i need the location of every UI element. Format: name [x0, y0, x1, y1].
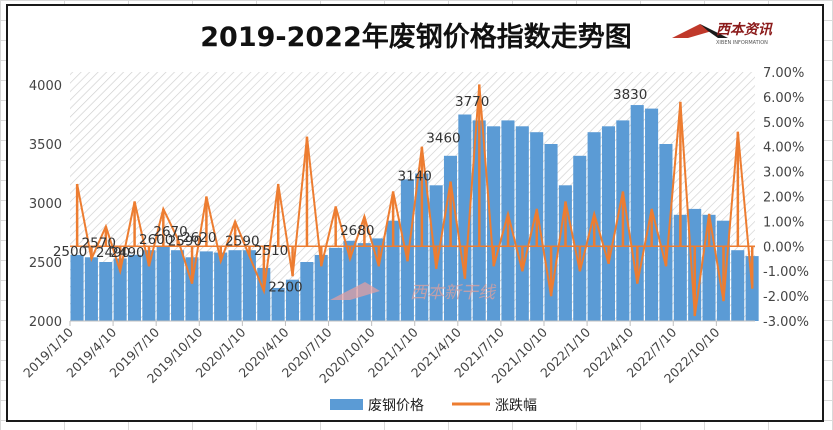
brand-logo: 西本资讯 XIBEN INFORMATION	[672, 21, 773, 46]
price-bar	[285, 279, 300, 321]
price-bar	[372, 238, 386, 321]
price-bar	[415, 173, 429, 321]
data-label-1: 2570	[82, 236, 116, 252]
price-bar	[171, 250, 185, 321]
legend-label-price: 废钢价格	[368, 398, 424, 414]
logo-roof-shadow-icon	[700, 24, 728, 38]
price-bar	[99, 262, 113, 321]
right-tick-label-4: 1.00%	[763, 215, 804, 230]
data-label-11: 2680	[340, 223, 374, 239]
right-tick-label-9: 6.00%	[763, 91, 804, 106]
price-bar	[601, 126, 616, 321]
right-tick-label-2: -1.00%	[763, 265, 809, 280]
logo-subtext: XIBEN INFORMATION	[716, 40, 768, 46]
price-bar	[156, 245, 170, 321]
price-bar	[113, 258, 127, 321]
right-y-axis: -3.00% -2.00% -1.00% 0.00% 1.00% 2.00% 3.00% 4.…	[763, 66, 809, 330]
price-bar	[242, 250, 256, 321]
price-bar	[314, 254, 328, 321]
left-tick-label-2: 3000	[29, 197, 62, 212]
price-bar	[214, 252, 228, 321]
price-bar	[84, 257, 98, 321]
data-label-10: 2200	[268, 279, 302, 295]
legend[interactable]: 废钢价格 涨跌幅	[330, 398, 537, 414]
watermark-roof-icon	[330, 282, 380, 300]
price-bar	[673, 214, 687, 321]
price-bar	[228, 250, 242, 321]
price-bar	[199, 251, 213, 321]
price-bar	[515, 126, 529, 321]
price-bar	[300, 262, 314, 321]
data-label-8: 2590	[225, 233, 259, 249]
data-label-4: 2600	[139, 232, 173, 248]
legend-bar-swatch	[330, 399, 363, 410]
right-tick-label-10: 7.00%	[763, 66, 804, 81]
data-label-2: 2490	[96, 245, 130, 261]
right-tick-label-5: 2.00%	[763, 191, 804, 206]
change-line	[76, 84, 754, 317]
chart-title: 2019-2022年废钢价格指数走势图	[200, 21, 632, 53]
data-label-13: 3460	[426, 131, 460, 147]
price-bar	[70, 254, 84, 321]
price-bar	[659, 144, 673, 321]
left-tick-label-0: 2000	[29, 315, 62, 330]
right-tick-label-7: 4.00%	[763, 141, 804, 156]
data-label-3: 2490	[110, 245, 144, 261]
left-tick-label-4: 4000	[29, 79, 62, 94]
data-label-15: 3830	[613, 87, 647, 103]
x-axis: 2019/1/102019/4/102019/7/102019/10/10202…	[20, 320, 755, 386]
data-label-5: 2670	[153, 224, 187, 240]
data-label-7: 2620	[182, 230, 216, 246]
logo-roof-icon	[672, 24, 712, 38]
data-label-14: 3770	[455, 94, 489, 110]
logo-text: 西本资讯	[716, 21, 773, 38]
data-label-6: 2590	[168, 233, 202, 249]
price-bar	[487, 126, 501, 321]
right-tick-label-0: -3.00%	[763, 315, 809, 330]
data-label-0: 2500	[53, 244, 87, 260]
right-tick-label-8: 5.00%	[763, 116, 804, 131]
price-bar	[142, 250, 156, 321]
data-label-9: 2510	[254, 243, 288, 259]
change-line-series	[70, 84, 755, 317]
watermark: 西本新干线	[330, 282, 497, 303]
right-tick-label-6: 3.00%	[763, 166, 804, 181]
price-bar	[357, 243, 371, 321]
left-tick-label-1: 2500	[29, 256, 62, 271]
price-bar	[573, 155, 587, 321]
legend-label-change: 涨跌幅	[495, 398, 537, 414]
price-bar	[343, 240, 357, 321]
data-label-12: 3140	[398, 168, 432, 184]
price-bar	[329, 247, 343, 321]
price-bar	[271, 287, 285, 321]
price-bar	[731, 250, 745, 321]
price-bar	[630, 105, 644, 321]
right-tick-label-3: 0.00%	[763, 240, 804, 255]
watermark-text: 西本新干线	[410, 283, 497, 303]
left-tick-label-3: 3500	[29, 138, 62, 153]
right-tick-label-1: -2.00%	[763, 290, 809, 305]
left-y-axis: 2000 2500 3000 3500 4000	[29, 79, 62, 330]
price-bar	[127, 254, 142, 321]
price-bar	[458, 114, 472, 321]
